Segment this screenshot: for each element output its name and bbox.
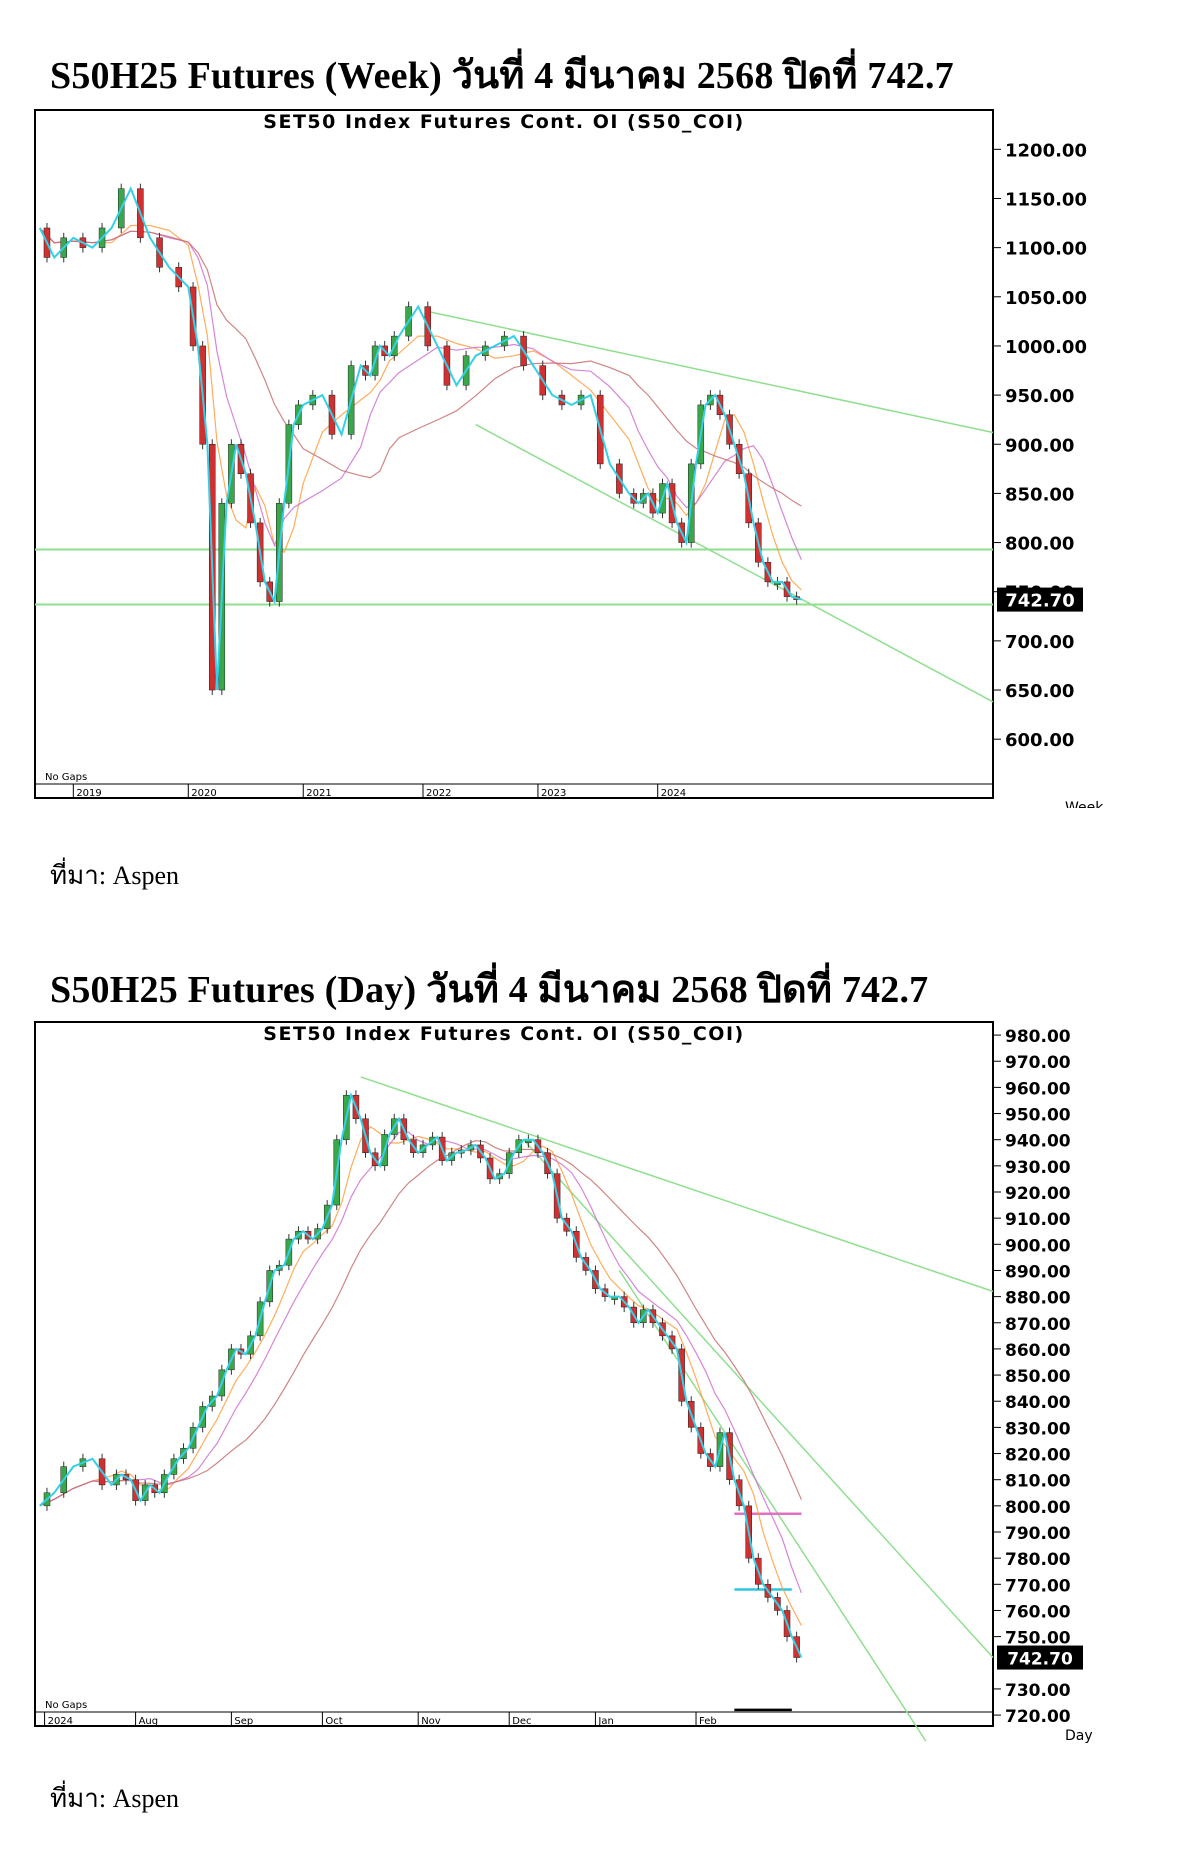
day-ytick-label: 820.00 [1005, 1446, 1071, 1466]
day-ytick-label: 940.00 [1005, 1132, 1071, 1152]
day-period-label: Day [1065, 1728, 1093, 1744]
day-gaps-label: No Gaps [45, 1700, 87, 1711]
week-ytick-label: 900.00 [1005, 435, 1074, 456]
day-ytick-label: 800.00 [1005, 1498, 1071, 1518]
day-chart: SET50 Index Futures Cont. OI (S50_COI) No… [34, 1021, 1093, 1744]
week-xtick-label: 2022 [426, 788, 451, 799]
week-xtick-label: 2020 [191, 788, 216, 799]
day-ytick-label: 980.00 [1005, 1027, 1071, 1047]
day-ytick-label: 730.00 [1005, 1681, 1071, 1701]
week-last-value-label: 742.70 [1005, 591, 1074, 612]
day-ytick-label: 860.00 [1005, 1341, 1071, 1361]
day-ytick-label: 840.00 [1005, 1393, 1071, 1413]
week-ytick-label: 850.00 [1005, 484, 1074, 505]
day-plot-frame [34, 1021, 994, 1727]
day-ytick-label: 850.00 [1005, 1367, 1071, 1387]
day-chart-panel: SET50 Index Futures Cont. OI (S50_COI) No… [33, 1020, 1173, 1750]
day-ytick-label: 760.00 [1005, 1602, 1071, 1622]
day-ytick-label: 880.00 [1005, 1289, 1071, 1309]
week-ytick-label: 650.00 [1005, 681, 1074, 702]
day-xtick-label: Feb [699, 1716, 717, 1727]
day-ytick-label: 890.00 [1005, 1262, 1071, 1282]
week-moving-average-line [39, 227, 802, 561]
day-xtick-label: Jan [597, 1716, 613, 1727]
week-price-line [38, 186, 802, 691]
day-ytick-label: 870.00 [1005, 1315, 1071, 1335]
day-ytick-label: 720.00 [1005, 1707, 1071, 1727]
day-xtick-label: Nov [421, 1716, 441, 1727]
day-ytick-label: 830.00 [1005, 1419, 1071, 1439]
day-ytick-label: 770.00 [1005, 1576, 1071, 1596]
day-xtick-label: Aug [139, 1716, 159, 1727]
week-trend-line [427, 310, 994, 434]
week-last-value-box [997, 587, 1083, 612]
day-chart-source: ที่มา: Aspen [50, 1784, 180, 1813]
week-chart-source: ที่มา: Aspen [50, 861, 180, 890]
day-moving-average-line [39, 1125, 802, 1626]
week-ytick-label: 800.00 [1005, 534, 1074, 555]
day-xtick-label: Dec [512, 1716, 531, 1727]
day-ytick-label: 920.00 [1005, 1184, 1071, 1204]
day-ytick-label: 900.00 [1005, 1236, 1071, 1256]
week-title: SET50 Index Futures Cont. OI (S50_COI) [263, 111, 744, 133]
day-ytick-label: 970.00 [1005, 1053, 1071, 1073]
week-ytick-label: 1050.00 [1005, 288, 1087, 309]
week-xtick-label: 2023 [541, 788, 566, 799]
week-ytick-label: 1000.00 [1005, 337, 1087, 358]
day-last-value-box [997, 1645, 1083, 1670]
week-xtick-label: 2021 [306, 788, 331, 799]
day-ytick-label: 790.00 [1005, 1524, 1071, 1544]
week-xtick-label: 2019 [76, 788, 101, 799]
day-ytick-label: 810.00 [1005, 1472, 1071, 1492]
week-chart-panel: SET50 Index Futures Cont. OI (S50_COI) No… [33, 108, 1173, 808]
day-xtick-label: Sep [234, 1716, 253, 1727]
day-ytick-label: 910.00 [1005, 1210, 1071, 1230]
week-chart-heading: S50H25 Futures (Week) วันที่ 4 มีนาคม 25… [50, 55, 954, 97]
day-last-value-label: 742.70 [1007, 1650, 1073, 1670]
day-trend-line [360, 1076, 994, 1293]
day-title: SET50 Index Futures Cont. OI (S50_COI) [263, 1023, 744, 1045]
week-ytick-label: 1200.00 [1005, 140, 1087, 161]
day-ytick-label: 960.00 [1005, 1079, 1071, 1099]
day-ytick-label: 780.00 [1005, 1550, 1071, 1570]
day-price-line [39, 1091, 803, 1658]
day-ytick-label: 930.00 [1005, 1158, 1071, 1178]
day-chart-heading: S50H25 Futures (Day) วันที่ 4 มีนาคม 256… [50, 969, 929, 1011]
week-gaps-label: No Gaps [45, 772, 87, 783]
week-plot-frame [34, 109, 994, 799]
week-ytick-label: 1100.00 [1005, 239, 1087, 260]
day-xtick-label: 2024 [48, 1716, 73, 1727]
week-chart: SET50 Index Futures Cont. OI (S50_COI) No… [34, 109, 1104, 808]
week-ytick-label: 950.00 [1005, 386, 1074, 407]
day-xtick-label: Oct [325, 1716, 342, 1727]
week-moving-average-line [39, 227, 802, 507]
day-ytick-label: 750.00 [1005, 1629, 1071, 1649]
day-moving-average-line [39, 1131, 802, 1594]
week-ytick-label: 1150.00 [1005, 189, 1087, 210]
day-ytick-label: 950.00 [1005, 1106, 1071, 1126]
week-period-label: Week [1065, 800, 1104, 808]
day-moving-average-line [39, 1139, 802, 1507]
day-trend-line [523, 1139, 994, 1659]
week-ytick-label: 700.00 [1005, 632, 1074, 653]
week-trend-line [475, 423, 994, 703]
week-xtick-label: 2024 [661, 788, 686, 799]
week-ytick-label: 600.00 [1005, 730, 1074, 751]
